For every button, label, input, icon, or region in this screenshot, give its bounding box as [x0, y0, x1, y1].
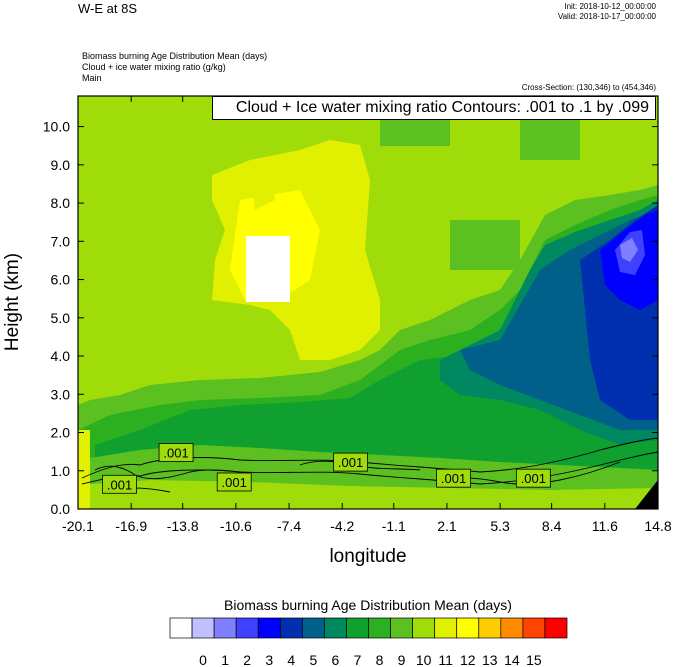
colorbar-label: 6 [332, 652, 340, 667]
x-tick-label: 11.6 [592, 518, 618, 534]
y-tick-label: 6.0 [51, 272, 71, 288]
colorbar-title: Biomass burning Age Distribution Mean (d… [224, 597, 512, 613]
colorbar-swatch [346, 617, 369, 639]
valid-time: Valid: 2018-10-17_00:00:00 [557, 12, 656, 21]
colorbar-label: 3 [265, 652, 273, 667]
y-tick-label: 4.0 [51, 348, 71, 364]
x-tick-label: 5.3 [490, 518, 510, 534]
contour-label: .001 [107, 477, 132, 492]
y-tick-label: 7.0 [51, 233, 71, 249]
x-tick-label: -10.6 [220, 518, 252, 534]
init-time: Init: 2018-10-12_00:00:00 [564, 2, 656, 11]
contour-info-box: Cloud + Ice water mixing ratio Contours:… [212, 96, 656, 120]
colorbar-swatch [324, 617, 347, 639]
colorbar-swatch [301, 617, 325, 639]
x-tick-label: -13.8 [167, 518, 199, 534]
colorbar-label: 5 [309, 652, 317, 667]
y-tick-label: 5.0 [51, 310, 71, 326]
contour-label-box [102, 474, 137, 494]
x-tick-label: -1.1 [382, 518, 406, 534]
colorbar-swatch [412, 617, 436, 639]
colorbar-swatch [522, 617, 546, 639]
x-tick-label: -20.1 [62, 518, 94, 534]
x-tick-label: -16.9 [115, 518, 147, 534]
y-tick-label: 2.0 [51, 425, 71, 441]
contour-label: .001 [441, 471, 466, 486]
y-tick-label: 0.0 [51, 501, 71, 517]
contour-label: .001 [521, 471, 546, 486]
y-tick-label: 8.0 [51, 195, 71, 211]
contour-label-box [216, 472, 252, 492]
y-tick-label: 1.0 [51, 463, 71, 479]
colorbar-swatch [279, 617, 303, 639]
x-axis-label: longitude [329, 546, 406, 567]
colorbar-label: 4 [287, 652, 295, 667]
colorbar-label: 8 [376, 652, 384, 667]
x-tick-label: -4.2 [330, 518, 354, 534]
colorbar-label: 10 [416, 652, 432, 667]
colorbar-swatch [191, 617, 215, 639]
heatmap-field [78, 96, 658, 509]
colorbar-swatch [257, 617, 281, 639]
colorbar-swatch [169, 617, 193, 639]
colorbar-label: 2 [243, 652, 251, 667]
contour-label: .001 [163, 446, 188, 461]
y-tick-label: 9.0 [51, 157, 71, 173]
x-tick-label: -7.4 [277, 518, 301, 534]
y-tick-label: 3.0 [51, 386, 71, 402]
colorbar-label: 13 [482, 652, 498, 667]
contour-label-box [515, 468, 551, 488]
colorbar: 0 1 2 3 4 5 6 7 8 9 10 11 12 13 14 15 [169, 617, 568, 667]
y-tick-label: 10.0 [43, 119, 70, 135]
colorbar-label: 7 [354, 652, 362, 667]
colorbar-label: 11 [438, 652, 453, 667]
colorbar-swatch [478, 617, 502, 639]
plot-title: W-E at 8S [78, 1, 138, 16]
y-axis: 0.0 1.0 2.0 3.0 4.0 5.0 6.0 7.0 8.0 9.0 10.0 [43, 119, 658, 517]
colorbar-label: 12 [460, 652, 476, 667]
contour-label-box [158, 443, 194, 462]
x-tick-label: 8.4 [542, 518, 562, 534]
x-tick-label: 2.1 [437, 518, 457, 534]
colorbar-swatch [544, 617, 568, 639]
x-tick-label: 14.8 [644, 518, 671, 534]
contour-label-box [333, 452, 368, 472]
colorbar-swatch [500, 617, 524, 639]
colorbar-swatch [456, 617, 480, 639]
field-description-3: Main [82, 73, 102, 83]
y-axis-label: Height (km) [2, 253, 23, 351]
colorbar-swatch [235, 617, 259, 639]
colorbar-swatch [434, 617, 458, 639]
colorbar-label: 14 [504, 652, 520, 667]
field-description-1: Biomass burning Age Distribution Mean (d… [82, 51, 268, 61]
colorbar-label: 1 [221, 652, 229, 667]
colorbar-swatch [368, 617, 391, 639]
contour-label-group: .001 .001 .001 .001 .001 .001 [102, 443, 551, 494]
contour-label: .001 [338, 455, 363, 470]
x-axis: -20.1 -16.9 -13.8 -10.6 -7.4 -4.2 -1.1 2.1 5.3 8.… [62, 96, 672, 534]
contour-label-box [436, 468, 471, 488]
contour-label: .001 [222, 475, 247, 490]
colorbar-label: 9 [398, 652, 406, 667]
colorbar-swatch [213, 617, 237, 639]
colorbar-label: 15 [526, 652, 542, 667]
field-description-2: Cloud + ice water mixing ratio (g/kg) [82, 62, 226, 72]
colorbar-label: 0 [199, 652, 207, 667]
colorbar-swatch [390, 617, 413, 639]
cross-section-label: Cross-Section: (130,346) to (454,346) [521, 83, 656, 92]
